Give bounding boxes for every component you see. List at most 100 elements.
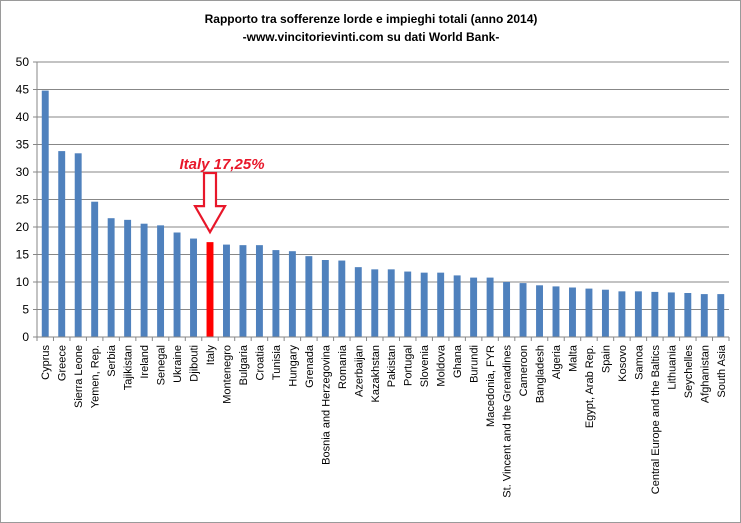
x-category-label: Cameroon [518,345,530,396]
bar [41,90,49,337]
y-tick-label: 0 [22,330,29,344]
y-tick-label: 25 [16,193,30,207]
chart-subtitle: -www.vincitorievinti.com su dati World B… [243,30,500,44]
bar [239,245,247,337]
bars [41,90,725,337]
x-category-label: Central Europe and the Baltics [650,345,662,495]
bar [354,267,362,337]
x-category-label: South Asia [716,344,728,397]
bar [552,286,560,337]
y-tick-label: 40 [16,110,30,124]
annotation: Italy 17,25% [179,156,265,235]
bar [700,294,708,337]
x-category-label: Bosnia and Herzegovina [320,344,332,465]
x-category-label: Seychelles [683,345,695,399]
bar [173,232,181,337]
bar [124,219,132,337]
x-category-label: Grenada [304,344,316,388]
bar [651,291,659,337]
bar [157,225,165,337]
bar [536,285,543,337]
bar [437,272,445,337]
bar-highlight [206,242,214,337]
bar [601,289,609,337]
annotation-label: Italy 17,25% [179,156,264,173]
bar [140,223,148,337]
x-category-label: Tajikistan [123,345,135,390]
x-category-label: Samoa [633,344,645,380]
bar [272,250,280,337]
chart-title: Rapporto tra sofferenze lorde e impieghi… [205,12,538,26]
x-category-label: Portugal [403,345,415,386]
bar [585,288,593,337]
x-category-label: Burundi [469,345,481,383]
x-category-label: Montenegro [221,345,233,404]
bar [569,287,576,337]
bar [91,201,99,337]
x-category-label: Kosovo [617,345,629,382]
bar [107,218,115,337]
bar [486,277,494,337]
bar [470,277,478,337]
bar [305,256,313,337]
bar [667,292,675,337]
bar [684,293,692,337]
x-category-label: Sierra Leone [73,345,85,408]
x-category-label: Macedonia, FYR [485,345,497,427]
y-tick-label: 30 [16,165,30,179]
y-tick-label: 50 [16,55,30,69]
bar [74,153,82,337]
y-tick-label: 5 [22,303,29,317]
x-category-label: St. Vincent and the Grenadines [502,345,514,498]
y-tick-label: 15 [16,248,30,262]
x-category-label: Cyprus [40,345,52,380]
x-category-label: Ireland [139,345,151,379]
y-tick-label: 10 [16,275,30,289]
y-tick-label: 20 [16,220,30,234]
x-category-label: Slovenia [419,344,431,387]
x-category-label: Lithuania [666,344,678,390]
y-axis: 0 5 10 15 20 25 30 35 40 45 50 [16,55,38,344]
y-tick-label: 35 [16,138,30,152]
x-category-label: Azerbaijan [353,345,365,397]
x-category-label: Yemen, Rep. [90,345,102,408]
bar [371,269,379,337]
x-category-label: Ukraine [172,345,184,383]
bar [453,275,461,337]
x-category-label: Serbia [106,344,118,377]
x-category-label: Kazakhstan [370,345,382,402]
x-category-label: Senegal [156,345,168,385]
bar [618,291,626,337]
bar [288,251,296,337]
bar [717,294,725,337]
x-category-label: Tunisia [271,344,283,380]
x-category-label: Algeria [551,344,563,379]
x-category-label: Djibouti [189,345,201,382]
x-category-label: Pakistan [386,345,398,387]
x-category-label: Egypt, Arab Rep. [584,345,596,428]
x-axis: Cyprus Greece Sierra Leone Yemen, Rep. Serbi… [36,336,730,498]
bar [420,272,428,337]
x-category-label: Croatia [254,344,266,380]
x-category-label: Bulgaria [238,344,250,385]
x-category-label: Greece [57,345,69,381]
annotation-arrow-icon [193,171,227,235]
x-category-label: Afghanistan [699,345,711,403]
x-category-label: Romania [337,344,349,389]
x-category-label: Malta [567,344,579,372]
bar [519,283,527,337]
bar [404,271,412,337]
bar [255,245,263,337]
y-tick-label: 45 [16,83,30,97]
bar [190,238,197,337]
x-category-label: Italy [205,345,217,366]
x-category-label: Bangladesh [535,345,547,403]
bar [58,151,66,337]
bar [387,269,395,337]
x-category-label: Ghana [452,344,464,378]
gridlines [37,61,729,310]
x-category-label: Spain [600,345,612,373]
bar [321,260,329,337]
bar [634,291,642,337]
